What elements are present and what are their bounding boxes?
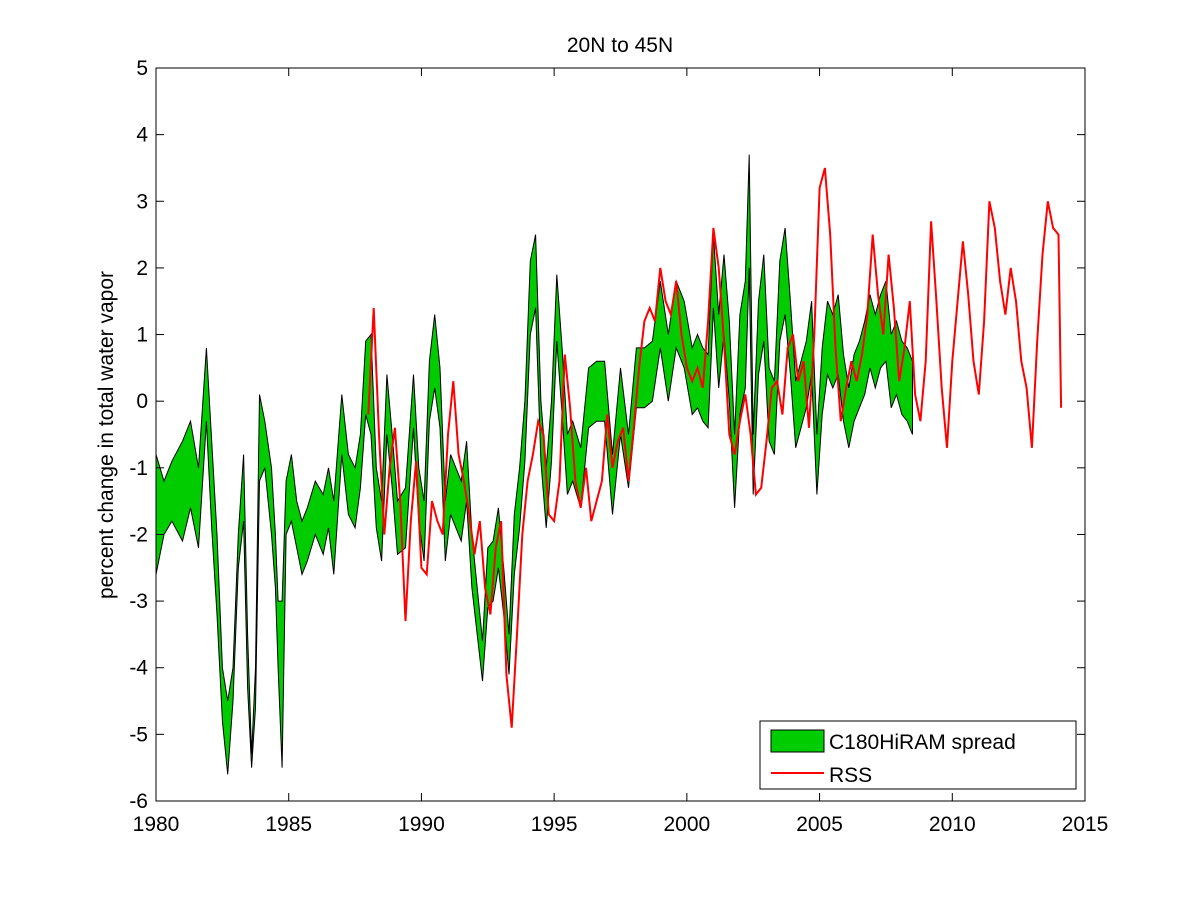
legend: C180HiRAM spread RSS bbox=[759, 720, 1077, 790]
x-tick-label: 1985 bbox=[265, 813, 312, 836]
x-tick-label: 2005 bbox=[796, 813, 843, 836]
x-tick-label: 2015 bbox=[1062, 813, 1109, 836]
y-tick-label: 2 bbox=[136, 257, 148, 280]
series-rss-line bbox=[367, 167, 1063, 728]
chart-title: 20N to 45N bbox=[567, 34, 673, 57]
x-tick-label: 2000 bbox=[663, 813, 710, 836]
y-tick-label: -4 bbox=[129, 657, 148, 680]
x-tick-label: 2010 bbox=[929, 813, 976, 836]
y-tick-label: -1 bbox=[129, 457, 148, 480]
y-tick-label: 0 bbox=[136, 390, 148, 413]
y-tick-label: 1 bbox=[136, 324, 148, 347]
y-tick-label: -3 bbox=[129, 590, 148, 613]
y-tick-label: -2 bbox=[129, 523, 148, 546]
series-spread-band bbox=[155, 154, 913, 775]
x-tick-label: 1990 bbox=[398, 813, 445, 836]
x-tick-label: 1980 bbox=[133, 813, 180, 836]
legend-label-rss: RSS bbox=[829, 764, 872, 787]
plot-area bbox=[155, 154, 1063, 775]
x-axis: 1980 1985 1990 1995 2000 2005 2010 2015 bbox=[133, 68, 1109, 836]
x-tick-label: 1995 bbox=[531, 813, 578, 836]
y-tick-label: 4 bbox=[136, 124, 148, 147]
y-axis: -6 -5 -4 -3 -2 -1 0 1 2 3 4 5 bbox=[129, 57, 1085, 813]
y-tick-label: -5 bbox=[129, 723, 148, 746]
axes-frame bbox=[155, 67, 1086, 802]
legend-label-spread: C180HiRAM spread bbox=[829, 731, 1016, 754]
y-tick-label: 5 bbox=[136, 57, 148, 80]
y-tick-label: -6 bbox=[129, 790, 148, 813]
y-axis-label: percent change in total water vapor bbox=[95, 271, 118, 599]
y-tick-label: 3 bbox=[136, 190, 148, 213]
legend-swatch-spread bbox=[770, 729, 825, 753]
